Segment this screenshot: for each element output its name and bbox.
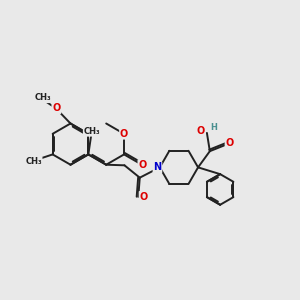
Text: O: O — [225, 138, 234, 148]
Text: O: O — [120, 129, 128, 139]
Text: O: O — [197, 126, 205, 136]
Text: CH₃: CH₃ — [84, 127, 100, 136]
Text: O: O — [140, 192, 148, 202]
Text: N: N — [153, 162, 161, 172]
Text: CH₃: CH₃ — [25, 157, 42, 166]
Text: O: O — [52, 103, 61, 113]
Text: O: O — [138, 160, 146, 170]
Text: H: H — [210, 123, 217, 132]
Text: CH₃: CH₃ — [34, 93, 51, 102]
